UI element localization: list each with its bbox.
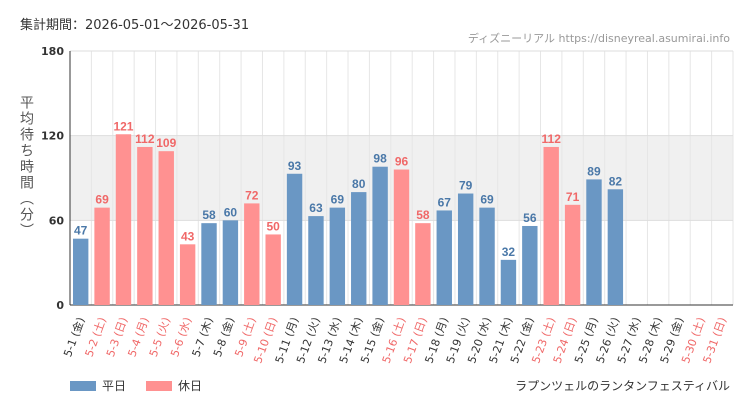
bar-value-label: 47	[74, 224, 88, 238]
bar	[308, 216, 324, 305]
bar-value-label: 79	[459, 179, 473, 193]
legend-label-weekday: 平日	[102, 379, 127, 393]
bar	[479, 207, 495, 305]
legend-item-holiday: 休日	[146, 377, 202, 394]
bar-value-label: 98	[373, 152, 387, 166]
bar-value-label: 71	[566, 190, 580, 204]
legend: 平日 休日	[70, 377, 222, 394]
legend-label-holiday: 休日	[178, 379, 203, 393]
bar-value-label: 112	[542, 132, 562, 146]
bar	[94, 207, 110, 305]
site-credit: ディズニーリアル https://disneyreal.asumirai.inf…	[467, 32, 730, 45]
bar	[522, 225, 538, 305]
bar-value-label: 82	[609, 174, 623, 188]
bar-value-label: 72	[245, 188, 259, 202]
y-tick-label: 60	[49, 214, 65, 227]
bar	[222, 220, 239, 305]
bar-value-label: 109	[156, 136, 176, 150]
bar	[457, 193, 474, 305]
bar	[436, 210, 452, 305]
bar	[415, 223, 431, 305]
bar	[586, 179, 602, 305]
bar	[179, 244, 196, 305]
bar-value-label: 69	[480, 193, 494, 207]
bar	[201, 223, 217, 305]
bar	[329, 207, 346, 305]
bar	[244, 203, 260, 305]
bar	[72, 238, 89, 305]
bar-value-label: 69	[331, 193, 345, 207]
bar-value-label: 63	[309, 201, 323, 215]
bar-value-label: 58	[416, 208, 430, 222]
bar	[372, 166, 388, 305]
y-tick-label: 0	[56, 299, 64, 312]
bar-value-label: 93	[288, 159, 302, 173]
bar	[351, 192, 367, 305]
bar-value-label: 69	[95, 193, 109, 207]
bar-value-label: 80	[352, 177, 366, 191]
bar-value-label: 43	[181, 229, 195, 243]
bar-value-label: 60	[224, 205, 238, 219]
period-label: 集計期間：2026-05-01～2026-05-31	[20, 18, 250, 33]
bar	[137, 146, 153, 305]
bar-value-label: 50	[266, 219, 280, 233]
bar	[115, 134, 132, 305]
legend-swatch-weekday	[70, 380, 96, 391]
bar-value-label: 67	[438, 195, 452, 209]
bar	[393, 169, 410, 305]
legend-swatch-holiday	[146, 380, 173, 391]
bar	[543, 146, 559, 305]
bar	[564, 204, 581, 305]
attraction-name: ラプンツェルのランタンフェスティバル	[515, 379, 730, 393]
y-tick-label: 120	[41, 130, 64, 143]
bar-value-label: 112	[135, 132, 155, 146]
bar-value-label: 121	[113, 119, 133, 133]
bar-value-label: 32	[502, 245, 516, 259]
bar	[158, 151, 174, 305]
y-axis-label: 平均待ち時間（分）	[18, 95, 34, 239]
bar	[265, 234, 281, 305]
bar-value-label: 89	[587, 164, 601, 178]
bar	[500, 259, 517, 305]
y-tick-label: 180	[41, 45, 64, 58]
bar-value-label: 58	[202, 208, 216, 222]
legend-item-weekday: 平日	[70, 377, 126, 394]
bar	[286, 173, 303, 305]
bar-value-label: 56	[523, 211, 537, 225]
bar-value-label: 96	[395, 155, 409, 169]
bar	[607, 189, 624, 305]
